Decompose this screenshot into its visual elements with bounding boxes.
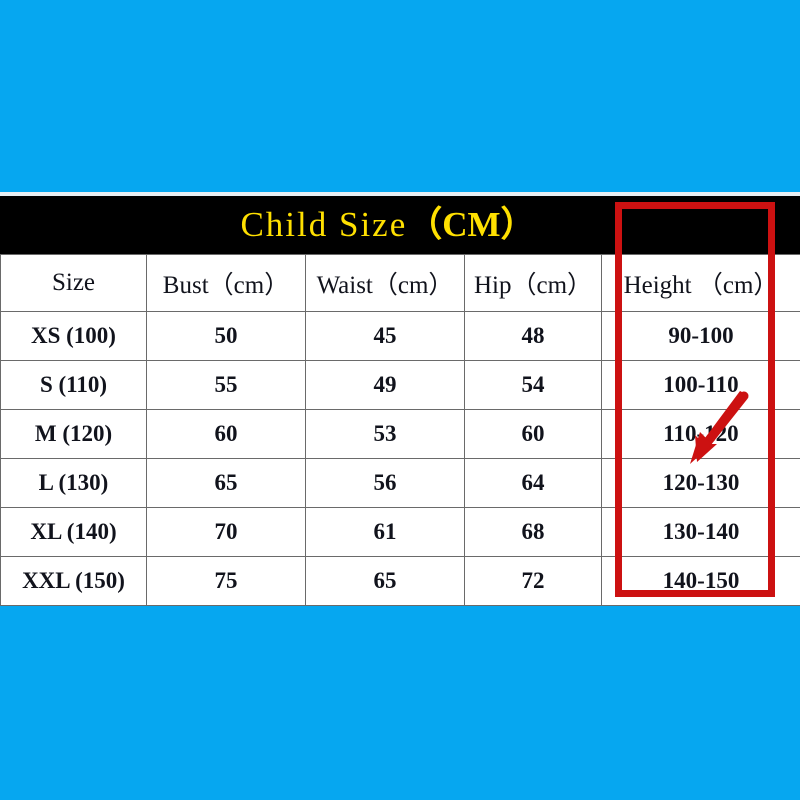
cell-bust: 55 xyxy=(146,360,306,410)
cell-hip: 68 xyxy=(464,507,602,557)
cell-waist: 65 xyxy=(305,556,465,606)
cell-height: 120-130 xyxy=(601,458,800,508)
table-row: XS (100) 50 45 48 90-100 xyxy=(0,311,800,361)
column-header-waist: Waist（cm） xyxy=(305,254,465,312)
cell-waist: 56 xyxy=(305,458,465,508)
size-table: Size Bust（cm） Waist（cm） Hip（cm） Height （… xyxy=(0,254,800,606)
size-chart-block: Child Size（CM） Size Bust（cm） Waist（cm） H… xyxy=(0,192,800,606)
cell-size: XXL (150) xyxy=(0,556,147,606)
table-header-row: Size Bust（cm） Waist（cm） Hip（cm） Height （… xyxy=(0,254,800,312)
cell-bust: 75 xyxy=(146,556,306,606)
chart-title-unit: （CM） xyxy=(407,205,536,244)
cell-waist: 53 xyxy=(305,409,465,459)
cell-height: 100-110 xyxy=(601,360,800,410)
chart-title-main: Child Size xyxy=(240,205,408,244)
cell-size: L (130) xyxy=(0,458,147,508)
cell-waist: 45 xyxy=(305,311,465,361)
column-header-size: Size xyxy=(0,254,147,312)
cell-height: 140-150 xyxy=(601,556,800,606)
column-header-bust: Bust（cm） xyxy=(146,254,306,312)
table-row: XXL (150) 75 65 72 140-150 xyxy=(0,556,800,606)
page-title: Child Size（CM） xyxy=(0,196,788,254)
cell-hip: 48 xyxy=(464,311,602,361)
chart-title-band: Child Size（CM） xyxy=(0,196,800,254)
cell-bust: 50 xyxy=(146,311,306,361)
cell-height: 90-100 xyxy=(601,311,800,361)
column-header-height: Height （cm） xyxy=(601,254,800,312)
cell-size: M (120) xyxy=(0,409,147,459)
cell-hip: 60 xyxy=(464,409,602,459)
cell-bust: 65 xyxy=(146,458,306,508)
table-top-seam xyxy=(0,192,800,196)
cell-hip: 54 xyxy=(464,360,602,410)
cell-height: 130-140 xyxy=(601,507,800,557)
cell-size: XS (100) xyxy=(0,311,147,361)
cell-bust: 60 xyxy=(146,409,306,459)
table-row: L (130) 65 56 64 120-130 xyxy=(0,458,800,508)
cell-waist: 49 xyxy=(305,360,465,410)
table-row: M (120) 60 53 60 110-120 xyxy=(0,409,800,459)
cell-hip: 64 xyxy=(464,458,602,508)
cell-size: XL (140) xyxy=(0,507,147,557)
column-header-hip: Hip（cm） xyxy=(464,254,602,312)
cell-size: S (110) xyxy=(0,360,147,410)
cell-bust: 70 xyxy=(146,507,306,557)
cell-waist: 61 xyxy=(305,507,465,557)
cell-hip: 72 xyxy=(464,556,602,606)
cell-height: 110-120 xyxy=(601,409,800,459)
table-row: S (110) 55 49 54 100-110 xyxy=(0,360,800,410)
table-row: XL (140) 70 61 68 130-140 xyxy=(0,507,800,557)
